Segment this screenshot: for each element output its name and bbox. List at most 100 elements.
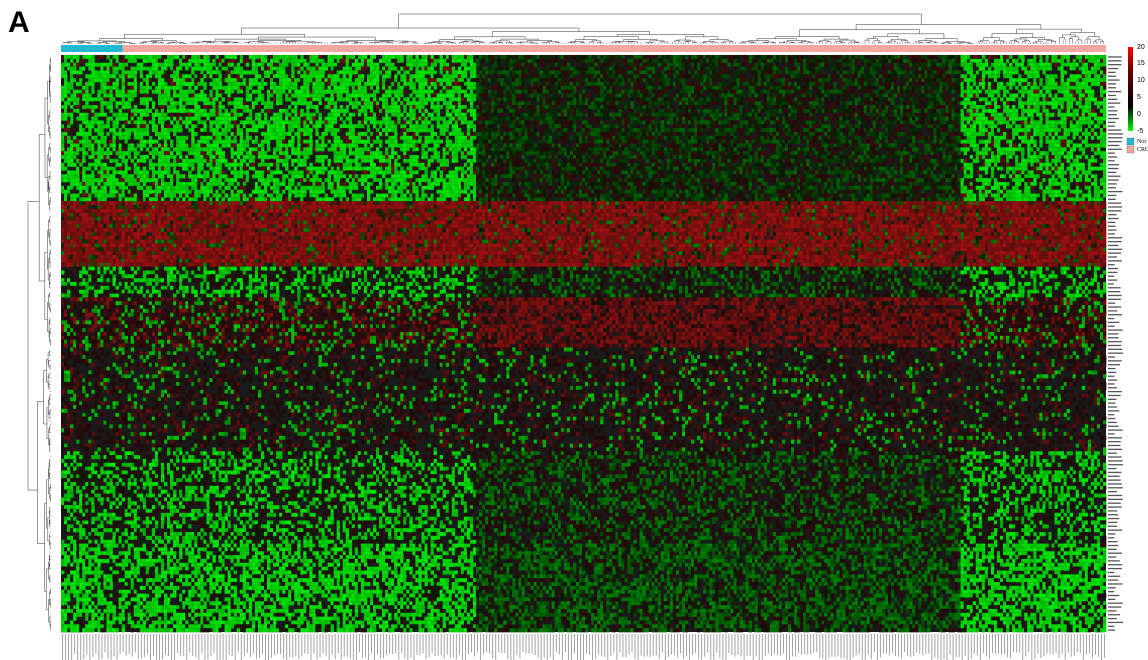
heatmap-cell <box>185 97 189 102</box>
heatmap-cell <box>930 93 934 98</box>
heatmap-cell <box>1003 78 1007 83</box>
heatmap-cell <box>212 70 216 75</box>
heatmap-cell <box>742 66 746 71</box>
heatmap-cell <box>488 58 492 64</box>
heatmap-cell <box>609 81 613 87</box>
heatmap-cell <box>915 74 919 79</box>
heatmap-cell <box>297 93 301 98</box>
heatmap-cell <box>203 97 207 102</box>
heatmap-cell <box>376 66 380 71</box>
heatmap-cell <box>763 81 768 87</box>
heatmap-cell <box>939 55 943 60</box>
heatmap-cell <box>751 66 755 71</box>
heatmap-cell <box>160 89 165 94</box>
heatmap-cell <box>945 85 949 90</box>
heatmap-cell <box>194 81 198 87</box>
heatmap-cell <box>915 66 919 71</box>
heatmap-cell <box>766 74 771 79</box>
heatmap-cell <box>382 74 386 79</box>
heatmap-cell <box>533 81 537 87</box>
heatmap-cell <box>1003 85 1007 90</box>
heatmap-cell <box>121 66 125 71</box>
heatmap-cell <box>491 85 495 90</box>
heatmap-cell <box>912 58 916 64</box>
heatmap-cell <box>769 58 774 64</box>
heatmap-cell <box>569 55 574 60</box>
heatmap-cell <box>233 97 238 102</box>
heatmap-cell <box>127 89 132 94</box>
heatmap-cell <box>700 70 704 75</box>
heatmap-cell <box>263 74 268 79</box>
heatmap-cell <box>215 97 219 102</box>
heatmap-cell <box>806 66 810 71</box>
heatmap-cell <box>442 93 447 98</box>
heatmap-cell <box>548 101 553 106</box>
heatmap-cell <box>1036 70 1040 75</box>
heatmap-cell <box>615 78 619 83</box>
heatmap-cell <box>1075 81 1080 87</box>
heatmap-cell <box>457 97 462 102</box>
heatmap-cell <box>112 55 116 60</box>
heatmap-cell <box>200 97 204 102</box>
heatmap-cell <box>263 81 268 87</box>
heatmap-cell <box>279 93 283 98</box>
heatmap-cell <box>836 74 840 79</box>
heatmap-cell <box>203 55 207 60</box>
heatmap-cell <box>745 97 749 102</box>
heatmap-cell <box>330 93 334 98</box>
heatmap-cell <box>906 66 910 71</box>
heatmap-cell <box>809 81 813 87</box>
heatmap-cell <box>239 55 244 60</box>
heatmap-cell <box>939 81 943 87</box>
heatmap-cell <box>694 78 698 83</box>
heatmap-cell <box>515 93 519 98</box>
heatmap-cell <box>918 70 922 75</box>
heatmap-cell <box>1006 81 1010 87</box>
heatmap-cell <box>354 89 359 94</box>
heatmap-cell <box>191 81 195 87</box>
heatmap-cell <box>839 70 843 75</box>
heatmap-cell <box>421 101 425 106</box>
heatmap-cell <box>170 81 174 87</box>
heatmap-cell <box>869 66 874 71</box>
heatmap-cell <box>315 62 319 67</box>
heatmap-cell <box>712 93 716 98</box>
heatmap-cell <box>706 66 710 71</box>
heatmap-cell <box>154 66 159 71</box>
heatmap-cell <box>660 89 665 94</box>
heatmap-cell <box>978 93 983 98</box>
heatmap-cell <box>1039 55 1043 60</box>
heatmap-cell <box>960 85 964 90</box>
heatmap-cell <box>666 81 671 87</box>
heatmap-cell <box>67 66 71 71</box>
heatmap-cell <box>609 62 613 67</box>
heatmap-cell <box>600 58 604 64</box>
heatmap-cell <box>839 62 843 67</box>
heatmap-cell <box>657 62 662 67</box>
heatmap-cell <box>712 78 716 83</box>
heatmap-cell <box>103 97 107 102</box>
heatmap-cell <box>797 78 801 83</box>
heatmap-cell <box>209 97 213 102</box>
heatmap-cell <box>566 66 571 71</box>
heatmap-cell <box>203 85 207 90</box>
heatmap-cell <box>790 62 795 67</box>
heatmap-cell <box>772 62 777 67</box>
heatmap-cell <box>154 62 159 67</box>
heatmap-cell <box>893 55 898 60</box>
heatmap-cell <box>763 85 768 90</box>
heatmap-cell <box>557 78 562 83</box>
heatmap-cell <box>821 55 825 60</box>
heatmap-cell <box>751 70 755 75</box>
heatmap-cell <box>454 58 459 64</box>
heatmap-cell <box>803 78 807 83</box>
heatmap-cell <box>569 66 574 71</box>
heatmap-cell <box>1063 66 1067 71</box>
heatmap-cell <box>336 93 341 98</box>
heatmap-cell <box>721 55 725 60</box>
heatmap-cell <box>176 101 180 106</box>
heatmap-cell <box>536 81 540 87</box>
heatmap-cell <box>697 85 701 90</box>
heatmap-cell <box>869 89 874 94</box>
heatmap-cell <box>981 55 986 60</box>
